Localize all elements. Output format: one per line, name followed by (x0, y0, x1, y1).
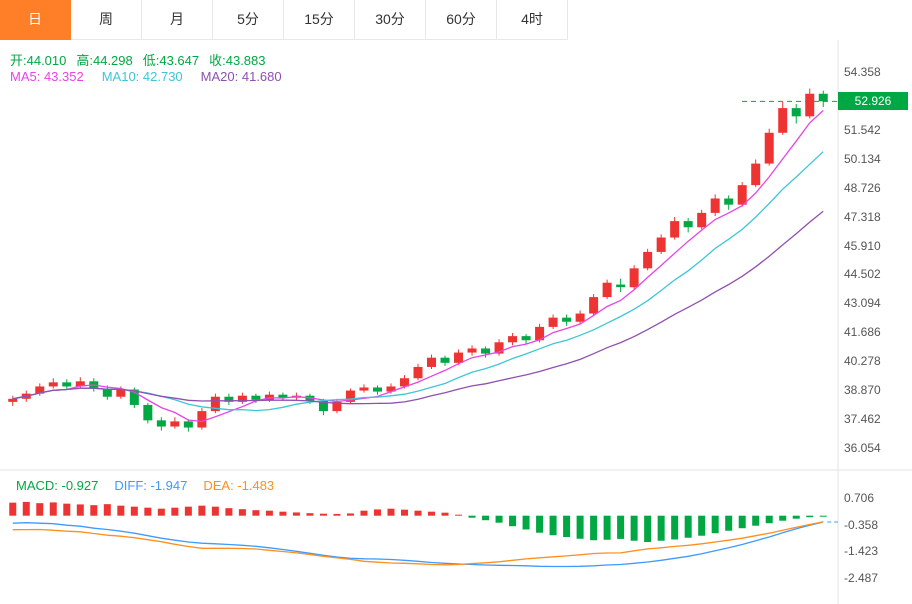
last-price-badge: 52.926 (838, 92, 908, 111)
price-axis-label: 44.502 (844, 267, 881, 282)
price-axis-label: 36.054 (844, 441, 881, 455)
price-axis-label: 50.134 (844, 151, 881, 166)
price-axis-label: 40.278 (844, 354, 881, 369)
ohlc-readout: 开:44.010 高:44.298 低:43.647 收:43.883 (10, 50, 266, 69)
price-axis-label: 51.542 (844, 122, 881, 137)
macd-histogram-layer (9, 501, 827, 542)
tab-day[interactable]: 日 (0, 0, 71, 40)
macd-readout: MACD: -0.927 DIFF: -1.947 DEA: -1.483 (16, 478, 274, 493)
price-axis-label: 54.358 (844, 65, 881, 79)
tab-15min[interactable]: 15分 (284, 0, 355, 40)
period-toolbar: 日 周 月 5分 15分 30分 60分 4时 (0, 0, 912, 40)
ma-readout: MA5: 43.352 MA10: 42.730 MA20: 41.680 (10, 69, 282, 84)
candles-layer (8, 88, 828, 432)
tab-week[interactable]: 周 (71, 0, 142, 40)
tab-30min[interactable]: 30分 (355, 0, 426, 40)
dea-value: DEA: -1.483 (203, 478, 275, 493)
chart-area[interactable]: 开:44.010 高:44.298 低:43.647 收:43.883 MA5:… (0, 40, 912, 604)
open-value: 开:44.010 (10, 53, 67, 68)
axis-frame-layer (0, 40, 912, 604)
price-axis-label: 43.094 (844, 296, 881, 311)
tab-60min[interactable]: 60分 (426, 0, 497, 40)
macd-value: MACD: -0.927 (16, 478, 99, 493)
low-value: 低:43.647 (142, 53, 200, 68)
macd-axis-label: -1.423 (844, 544, 879, 559)
ma10-value: MA10: 42.730 (101, 69, 183, 84)
macd-axis-label: 0.706 (844, 491, 875, 505)
price-axis-label: 41.686 (844, 325, 881, 340)
kline-chart-canvas[interactable] (0, 40, 912, 604)
close-value: 收:43.883 (209, 53, 266, 68)
tab-4hour[interactable]: 4时 (497, 0, 568, 40)
high-value: 高:44.298 (76, 53, 133, 68)
diff-value: DIFF: -1.947 (114, 478, 188, 493)
price-axis-label: 45.910 (844, 238, 881, 253)
price-axis-label: 37.462 (844, 412, 881, 427)
price-axis-label: 38.870 (844, 383, 881, 398)
price-axis-label: 47.318 (844, 209, 881, 224)
macd-axis-label: -2.487 (844, 571, 879, 585)
macd-axis-label: -0.358 (844, 517, 879, 532)
ma20-value: MA20: 41.680 (200, 69, 282, 84)
price-axis-label: 48.726 (844, 180, 881, 195)
tab-month[interactable]: 月 (142, 0, 213, 40)
ma-lines-layer (12, 110, 824, 423)
ma5-value: MA5: 43.352 (10, 69, 84, 84)
toolbar-spacer (568, 0, 912, 40)
tab-5min[interactable]: 5分 (213, 0, 284, 40)
macd-lines-layer (12, 521, 838, 568)
